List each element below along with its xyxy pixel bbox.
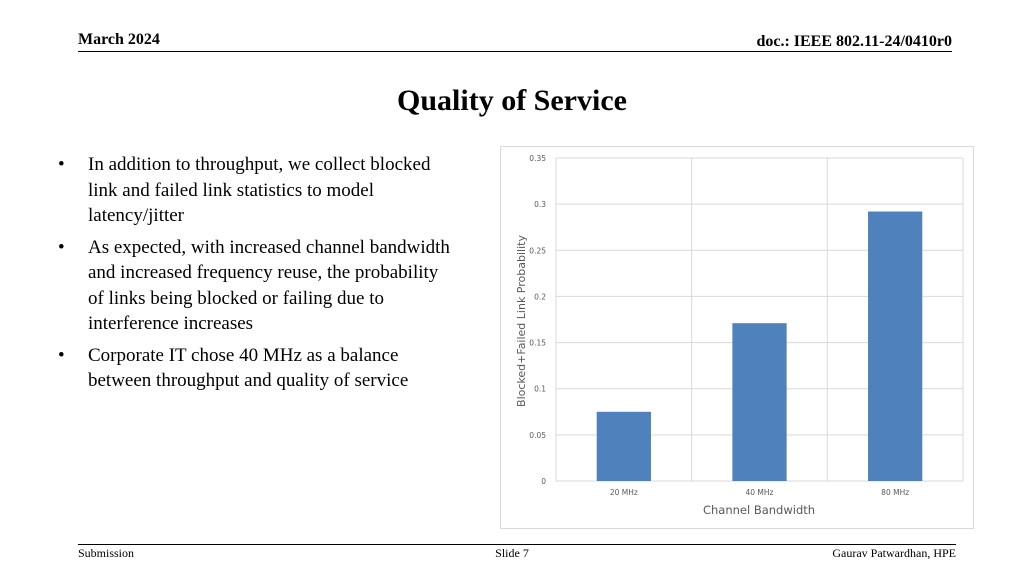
bullet-text: Corporate IT chose 40 MHz as a balance b… bbox=[88, 344, 409, 392]
y-tick-label: 0.2 bbox=[534, 292, 546, 301]
bullet-item: • Corporate IT chose 40 MHz as a balance… bbox=[58, 343, 458, 394]
y-tick-label: 0.35 bbox=[529, 154, 546, 163]
bullet-icon: • bbox=[58, 344, 65, 366]
bar-chart: 0 0.05 0.1 0.15 0.2 0.25 0.3 0.35 20 MHz 40 MHz 8… bbox=[500, 146, 974, 529]
bullet-list: • In addition to throughput, we collect … bbox=[58, 152, 458, 400]
y-axis-label: Blocked+Failed Link Probability bbox=[515, 235, 528, 407]
x-tick-label: 40 MHz bbox=[746, 488, 774, 497]
bullet-text: As expected, with increased channel band… bbox=[88, 236, 450, 335]
x-tick-label: 20 MHz bbox=[610, 488, 638, 497]
y-tick-label: 0 bbox=[541, 477, 546, 486]
y-tick-label: 0.1 bbox=[534, 385, 546, 394]
header-doc-id: doc.: IEEE 802.11-24/0410r0 bbox=[756, 33, 952, 50]
bar bbox=[596, 411, 651, 481]
bullet-icon: • bbox=[58, 154, 65, 175]
bullet-text: In addition to throughput, we collect bl… bbox=[88, 154, 431, 226]
y-tick-label: 0.05 bbox=[529, 431, 546, 440]
y-tick-label: 0.25 bbox=[529, 246, 546, 255]
header-date: March 2024 bbox=[78, 31, 160, 48]
x-tick-label: 80 MHz bbox=[881, 488, 909, 497]
bullet-icon: • bbox=[58, 236, 65, 258]
y-tick-label: 0.15 bbox=[529, 339, 546, 348]
bar bbox=[732, 323, 787, 481]
footer-submission: Submission bbox=[78, 546, 135, 560]
footer-slide-number: Slide 7 bbox=[495, 546, 529, 560]
x-axis-label: Channel Bandwidth bbox=[703, 503, 815, 517]
bar bbox=[868, 211, 923, 482]
header-divider bbox=[78, 51, 952, 52]
footer-divider bbox=[78, 544, 956, 545]
bullet-item: • In addition to throughput, we collect … bbox=[58, 152, 458, 229]
bullet-item: • As expected, with increased channel ba… bbox=[58, 235, 458, 337]
footer-author: Gaurav Patwardhan, HPE bbox=[832, 546, 956, 560]
y-tick-label: 0.3 bbox=[534, 200, 546, 209]
slide-title: Quality of Service bbox=[397, 84, 627, 117]
chart-svg: 0 0.05 0.1 0.15 0.2 0.25 0.3 0.35 20 MHz 40 MHz 8… bbox=[500, 146, 974, 529]
